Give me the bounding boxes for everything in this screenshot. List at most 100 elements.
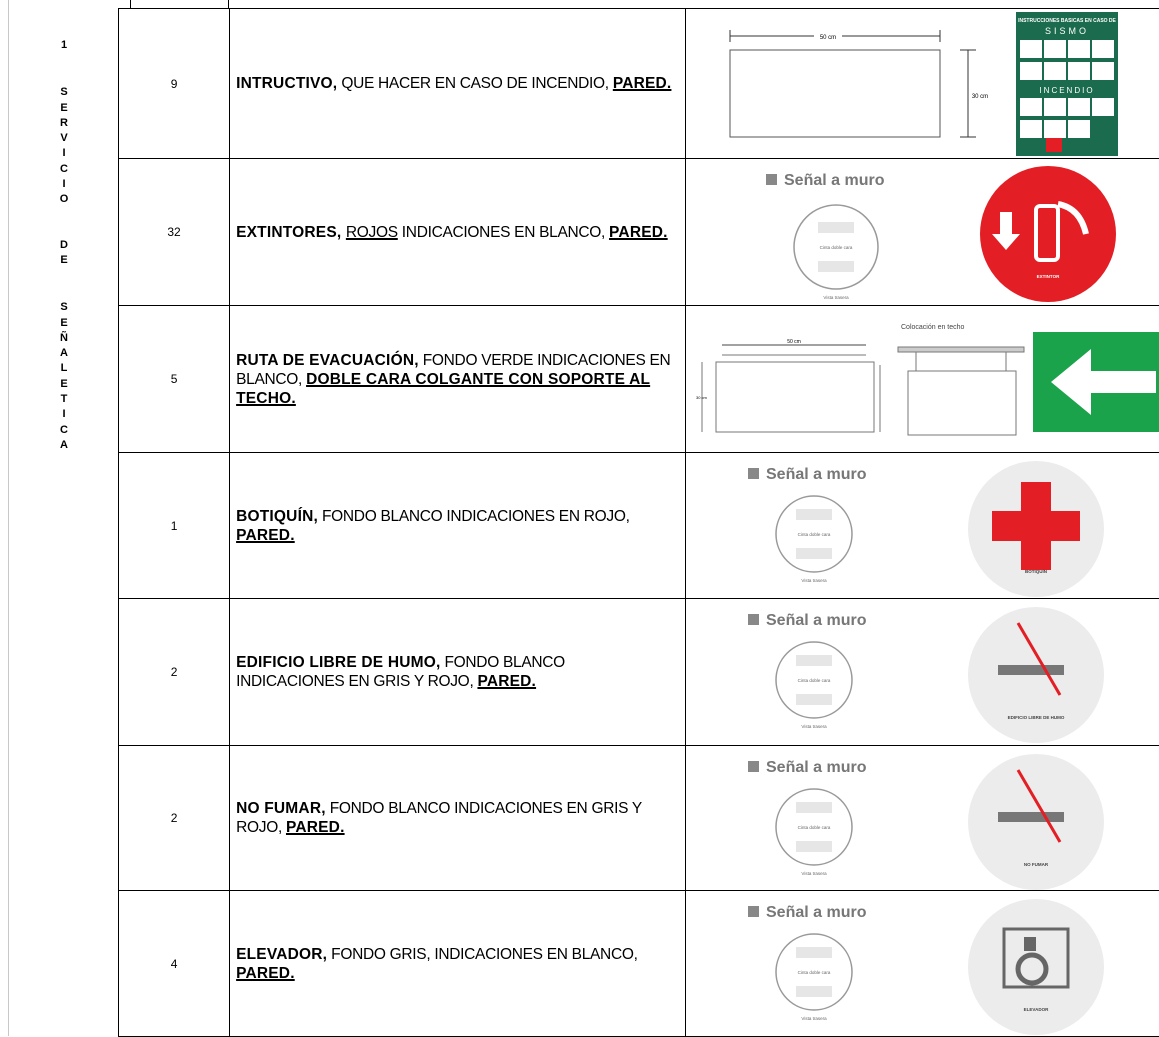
side-label: 1 SERVICIO DE SEÑALETICA <box>58 38 70 483</box>
bullet <box>766 174 777 185</box>
side-number: 1 <box>60 38 69 53</box>
side-word: SERVICIO <box>60 85 69 207</box>
description-part: INDICACIONES EN BLANCO, <box>398 224 609 241</box>
description-part: NO FUMAR, <box>236 800 326 817</box>
quantity: 5 <box>119 306 230 453</box>
ceiling-label: Colocación en techo <box>901 324 965 331</box>
poster-tile <box>1092 62 1114 80</box>
tape-label: Cinta doble cara <box>797 532 830 537</box>
sign-label: ELEVADOR <box>1023 1007 1048 1012</box>
bullet <box>748 614 759 625</box>
description: EDIFICIO LIBRE DE HUMO, FONDO BLANCO IND… <box>230 599 685 746</box>
sign-drawing: Señal a muro Cinta doble cara Vista traser… <box>686 600 1159 745</box>
ceiling-bar <box>898 347 1024 352</box>
sign <box>968 899 1104 1035</box>
bullet <box>748 761 759 772</box>
description: EXTINTORES, ROJOS INDICACIONES EN BLANCO… <box>230 159 685 306</box>
description-part: ROJOS <box>346 224 398 241</box>
tape <box>796 947 832 958</box>
description-part: FONDO BLANCO INDICACIONES EN ROJO, <box>318 508 630 525</box>
icon-part <box>998 812 1064 822</box>
tape <box>796 802 832 813</box>
poster-tile <box>1020 98 1042 116</box>
sign-label: BOTIQUÍN <box>1025 567 1047 574</box>
sign-drawing: Señal a muro Cinta doble cara Vista traser… <box>686 747 1159 890</box>
poster-subtitle: SISMO <box>1045 26 1089 36</box>
description: ELEVADOR, FONDO GRIS, INDICACIONES EN BL… <box>230 891 685 1037</box>
tape <box>818 261 854 272</box>
tape <box>796 655 832 666</box>
poster-tile <box>1020 120 1042 138</box>
tape <box>818 222 854 233</box>
tape-label: Cinta doble cara <box>797 678 830 683</box>
icon-part <box>1000 212 1012 234</box>
description-part: FONDO GRIS, INDICACIONES EN BLANCO, <box>327 946 637 963</box>
side-word: SEÑALETICA <box>60 300 69 453</box>
outline <box>730 50 940 137</box>
tape-label: Cinta doble cara <box>797 825 830 830</box>
poster-section: INCENDIO <box>1039 86 1094 95</box>
poster-tile <box>1092 98 1114 116</box>
poster-tile <box>1092 40 1114 58</box>
description-part: EDIFICIO LIBRE DE HUMO, <box>236 654 440 671</box>
poster-tile <box>1020 40 1042 58</box>
bullet <box>748 468 759 479</box>
tape <box>796 694 832 705</box>
height-label: 30 cm <box>696 395 708 400</box>
poster-tile <box>1044 62 1066 80</box>
description-part: PARED. <box>477 673 536 690</box>
tape <box>796 986 832 997</box>
tape <box>796 841 832 852</box>
poster-tile <box>1068 62 1090 80</box>
description-part: ELEVADOR, <box>236 946 327 963</box>
back-label: Vista trasera <box>801 871 827 876</box>
back-label: Vista trasera <box>801 724 827 729</box>
width-label: 50 cm <box>819 35 835 41</box>
icon-part <box>992 511 1080 541</box>
quantity: 2 <box>119 599 230 746</box>
poster-tile <box>1046 138 1062 152</box>
poster-title: INSTRUCCIONES BASICAS EN CASO DE <box>1018 18 1116 24</box>
description-part: PARED. <box>236 965 295 982</box>
quantity: 4 <box>119 891 230 1037</box>
poster-tile <box>1068 120 1090 138</box>
outline <box>908 371 1016 435</box>
description-part: PARED. <box>286 819 345 836</box>
bullet <box>748 906 759 917</box>
sign-label: NO FUMAR <box>1023 862 1048 867</box>
quantity: 9 <box>119 9 230 159</box>
heading: Señal a muro <box>766 612 867 629</box>
side-word: DE <box>60 238 69 269</box>
heading: Señal a muro <box>766 904 867 921</box>
description-part: INTRUCTIVO, <box>236 75 337 92</box>
sign-label: EDIFICIO LIBRE DE HUMO <box>1007 715 1064 720</box>
description-part: EXTINTORES, <box>236 224 346 241</box>
description: RUTA DE EVACUACIÓN, FONDO VERDE INDICACI… <box>230 306 685 453</box>
poster-tile <box>1044 120 1066 138</box>
description-part: PARED. <box>609 224 668 241</box>
poster-tile <box>1068 98 1090 116</box>
quantity: 2 <box>119 746 230 891</box>
poster-tile <box>1044 40 1066 58</box>
back-label: Vista trasera <box>823 295 849 300</box>
description-part: PARED. <box>613 75 672 92</box>
sign-label: EXTINTOR <box>1036 274 1059 279</box>
quantity: 32 <box>119 159 230 306</box>
description: INTRUCTIVO, QUE HACER EN CASO DE INCENDI… <box>230 9 685 159</box>
tape-label: Cinta doble cara <box>819 245 852 250</box>
description-part: QUE HACER EN CASO DE INCENDIO, <box>337 75 612 92</box>
heading: Señal a muro <box>766 759 867 776</box>
icon-part <box>998 665 1064 675</box>
